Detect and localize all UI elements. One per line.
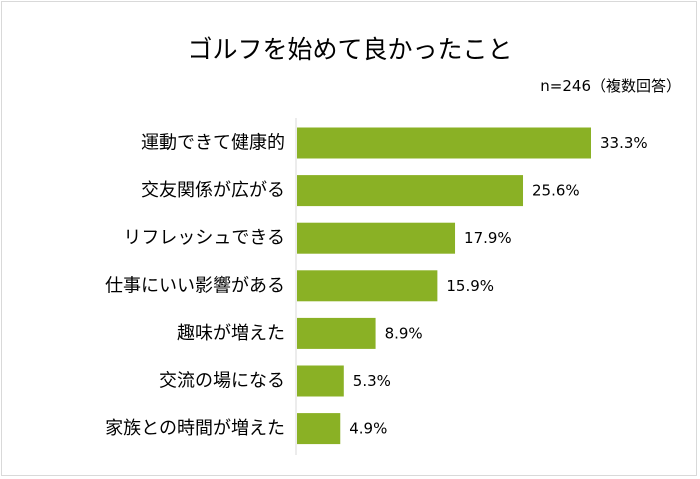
category-label: リフレッシュできる bbox=[123, 228, 285, 249]
bar bbox=[297, 127, 591, 159]
value-label: 5.3% bbox=[353, 372, 391, 390]
bar bbox=[297, 317, 376, 349]
bar bbox=[297, 175, 524, 207]
bar bbox=[297, 413, 341, 445]
value-label: 8.9% bbox=[385, 324, 423, 342]
category-label: 家族との時間が増えた bbox=[105, 418, 285, 439]
value-label: 4.9% bbox=[349, 420, 387, 438]
category-label: 仕事にいい影響がある bbox=[105, 275, 285, 296]
category-label: 趣味が増えた bbox=[177, 323, 285, 344]
sample-size-note: n=246（複数回答） bbox=[540, 77, 681, 95]
bar bbox=[297, 222, 456, 254]
value-label: 15.9% bbox=[446, 277, 494, 295]
value-label: 17.9% bbox=[464, 229, 512, 247]
category-label: 交流の場になる bbox=[159, 371, 285, 392]
chart-title: ゴルフを始めて良かったこと bbox=[187, 35, 513, 64]
bar bbox=[297, 365, 344, 397]
value-label: 33.3% bbox=[600, 134, 648, 152]
category-label: 運動できて健康的 bbox=[141, 133, 285, 154]
value-label: 25.6% bbox=[532, 182, 580, 200]
category-label: 交友関係が広がる bbox=[141, 180, 285, 201]
bar bbox=[297, 270, 438, 302]
